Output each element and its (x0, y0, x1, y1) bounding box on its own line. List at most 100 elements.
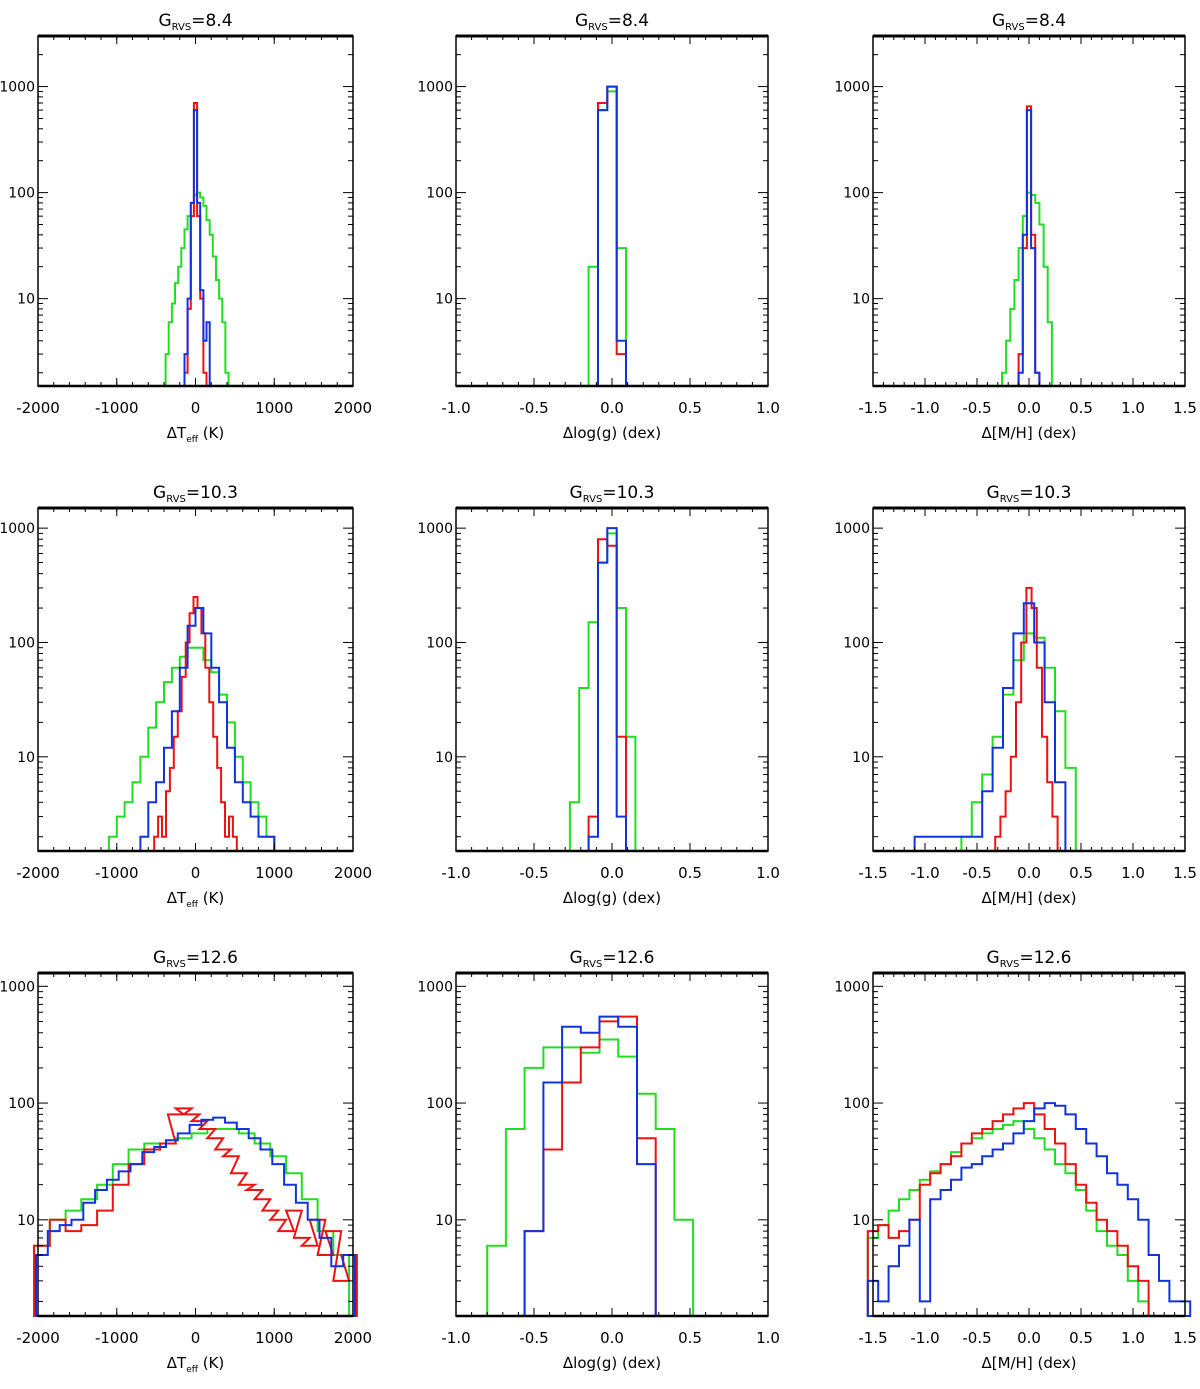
x-tick-label: 1.0 (1121, 399, 1145, 417)
plot-frame (872, 507, 1186, 852)
series-blue-histogram (456, 85, 768, 387)
x-tick-label: 1.0 (1121, 864, 1145, 882)
series-red-histogram (456, 1015, 768, 1317)
panel-title: GRVS=10.3 (153, 483, 238, 505)
plot-frame (455, 507, 769, 852)
histogram-panel-2: -1.0 -0.5 0.0 0.5 1.0 10 100 1000 GRVS=8.4 Δlog(g… (417, 11, 780, 442)
y-tick-label: 1000 (0, 80, 35, 96)
x-tick-label: -1000 (95, 1329, 139, 1347)
panel-title: GRVS=12.6 (987, 948, 1072, 970)
plot-frame (455, 35, 769, 387)
y-tick-label: 10 (435, 292, 453, 308)
x-tick-label: 0.5 (678, 399, 702, 417)
y-tick-label: 100 (843, 1096, 870, 1112)
x-tick-label: 0 (191, 399, 201, 417)
x-tick-label: 0.0 (1017, 1329, 1041, 1347)
y-tick-label: 1000 (0, 979, 35, 995)
y-tick-label: 10 (17, 1213, 35, 1229)
x-tick-label: -1.5 (858, 399, 887, 417)
series-blue-histogram (873, 109, 1185, 387)
x-tick-label: 2000 (334, 864, 372, 882)
x-tick-label: 0.5 (1069, 1329, 1093, 1347)
x-axis-label: Δlog(g) (dex) (563, 889, 661, 907)
y-tick-label: 100 (8, 186, 35, 202)
x-tick-label: 2000 (334, 1329, 372, 1347)
histogram-panel-8: -1.0 -0.5 0.0 0.5 1.0 10 100 1000 GRVS=12.6 Δlog(… (417, 948, 780, 1372)
series-green-histogram (456, 532, 768, 852)
y-tick-label: 1000 (417, 80, 453, 96)
x-tick-label: -0.5 (519, 1329, 548, 1347)
x-tick-label: 0.0 (600, 1329, 624, 1347)
x-tick-label: 0.5 (1069, 399, 1093, 417)
panel-title: GRVS=10.3 (570, 483, 655, 505)
x-tick-label: 0.0 (600, 399, 624, 417)
y-tick-label: 100 (426, 635, 453, 651)
series-red-histogram (873, 586, 1185, 852)
x-tick-label: 1000 (255, 864, 293, 882)
series-blue-histogram (35, 1116, 356, 1317)
series-red-histogram (38, 102, 353, 387)
x-tick-label: -2000 (16, 864, 60, 882)
y-tick-label: 1000 (417, 979, 453, 995)
x-tick-label: -1.0 (910, 1329, 939, 1347)
x-tick-label: 0 (191, 1329, 201, 1347)
x-tick-label: -1.5 (858, 1329, 887, 1347)
x-tick-label: -1.0 (910, 399, 939, 417)
x-tick-label: -0.5 (519, 864, 548, 882)
x-axis-label: Δ[M/H] (dex) (981, 1354, 1076, 1372)
x-tick-label: 0.0 (1017, 399, 1041, 417)
histogram-panel-4: -2000 -1000 0 1000 2000 10 100 1000 GRVS=10.3 ΔTe… (0, 483, 372, 910)
series-green-histogram (33, 1128, 353, 1317)
series-blue-histogram (38, 109, 353, 387)
x-tick-label: -1.0 (441, 1329, 470, 1347)
panel-title: GRVS=8.4 (575, 11, 649, 33)
x-tick-label: 0.5 (1069, 864, 1093, 882)
series-blue-histogram (456, 1015, 768, 1317)
histogram-panel-1: -2000 -1000 0 1000 2000 10 100 1000 GRVS=8.4 ΔTef… (0, 11, 372, 445)
panel-title: GRVS=12.6 (570, 948, 655, 970)
y-tick-label: 10 (852, 750, 870, 766)
x-tick-label: 1000 (255, 1329, 293, 1347)
x-tick-label: -2000 (16, 1329, 60, 1347)
y-tick-label: 10 (17, 750, 35, 766)
x-axis-label: ΔTeff (K) (167, 1354, 225, 1375)
x-tick-label: -0.5 (962, 399, 991, 417)
histogram-panel-5: -1.0 -0.5 0.0 0.5 1.0 10 100 1000 GRVS=10.3 Δlog(… (417, 483, 780, 907)
x-axis-label: Δ[M/H] (dex) (981, 424, 1076, 442)
y-tick-label: 10 (435, 1213, 453, 1229)
y-tick-label: 100 (843, 635, 870, 651)
y-tick-label: 1000 (834, 521, 870, 537)
series-blue-histogram (866, 1102, 1192, 1317)
series-green-histogram (456, 1038, 768, 1317)
y-tick-label: 10 (17, 292, 35, 308)
plot-frame (455, 972, 769, 1317)
x-axis-label: Δlog(g) (dex) (563, 424, 661, 442)
y-tick-label: 10 (852, 292, 870, 308)
series-green-histogram (456, 90, 768, 387)
x-tick-label: -1.5 (858, 864, 887, 882)
x-tick-label: 1.0 (756, 864, 780, 882)
x-tick-label: 1.5 (1173, 399, 1197, 417)
x-tick-label: 1.0 (1121, 1329, 1145, 1347)
series-green-histogram (866, 1120, 1185, 1317)
x-tick-label: -1000 (95, 399, 139, 417)
y-tick-label: 10 (852, 1213, 870, 1229)
series-blue-histogram (456, 527, 768, 852)
series-red-histogram (873, 105, 1185, 387)
series-blue-histogram (38, 607, 353, 852)
x-tick-label: -0.5 (519, 399, 548, 417)
x-tick-label: -2000 (16, 399, 60, 417)
y-tick-label: 100 (843, 186, 870, 202)
y-tick-label: 100 (8, 635, 35, 651)
plot-frame (872, 35, 1186, 387)
series-red-histogram (38, 596, 353, 852)
x-tick-label: 1.5 (1173, 864, 1197, 882)
histogram-panel-3: -1.5 -1.0 -0.5 0.0 0.5 1.0 1.5 10 100 1000 GRVS=8.… (834, 11, 1197, 442)
series-green-histogram (38, 646, 353, 852)
y-tick-label: 100 (426, 186, 453, 202)
x-tick-label: -1000 (95, 864, 139, 882)
y-tick-label: 1000 (834, 979, 870, 995)
x-tick-label: -0.5 (962, 1329, 991, 1347)
x-tick-label: -1.0 (441, 399, 470, 417)
histogram-panel-9: -1.5 -1.0 -0.5 0.0 0.5 1.0 1.5 10 100 1000 GRVS=12… (834, 948, 1197, 1372)
